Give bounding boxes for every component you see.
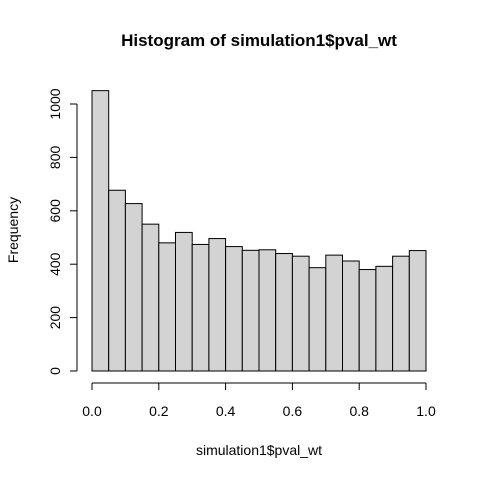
histogram-bar <box>225 246 243 372</box>
x-tick-label: 0.8 <box>349 403 369 419</box>
histogram-bar <box>325 254 343 372</box>
histogram-bar <box>124 203 143 372</box>
histogram-bar <box>191 243 210 372</box>
histogram-bar <box>408 250 427 372</box>
y-tick-label: 200 <box>47 306 63 330</box>
y-tick-label: 400 <box>47 252 63 276</box>
y-tick-label: 600 <box>47 199 63 223</box>
x-tick-label: 0.4 <box>216 403 236 419</box>
y-axis: 0 200 400 600 800 1000 <box>47 88 78 375</box>
histogram-bar <box>108 189 126 372</box>
histogram-bar <box>208 238 227 372</box>
x-tick-label: 0.6 <box>283 403 303 419</box>
histogram-bar <box>275 253 293 372</box>
histogram-bar <box>358 269 377 372</box>
histogram-bar <box>291 255 310 372</box>
x-axis: 0.0 0.2 0.4 0.6 0.8 1.0 <box>82 382 436 419</box>
x-tick-label: 0.0 <box>82 403 102 419</box>
histogram-bar <box>91 90 110 372</box>
y-tick-label: 1000 <box>47 88 63 119</box>
histogram-bar <box>342 260 360 372</box>
x-tick-label: 1.0 <box>416 403 436 419</box>
y-axis-label: Frequency <box>5 197 21 263</box>
histogram-bar <box>375 265 394 372</box>
histogram-bar <box>141 223 160 372</box>
histogram-bar <box>308 267 327 372</box>
histogram-bar <box>258 249 277 372</box>
chart-title: Histogram of simulation1$pval_wt <box>121 31 397 50</box>
histogram-bar <box>175 231 193 372</box>
bars-group <box>91 90 427 372</box>
x-axis-label: simulation1$pval_wt <box>196 442 322 458</box>
histogram-bar <box>241 249 260 372</box>
x-tick-label: 0.2 <box>149 403 169 419</box>
y-tick-label: 800 <box>47 146 63 170</box>
histogram-bar <box>158 242 177 372</box>
y-tick-label: 0 <box>47 367 63 375</box>
histogram-bar <box>392 255 410 372</box>
